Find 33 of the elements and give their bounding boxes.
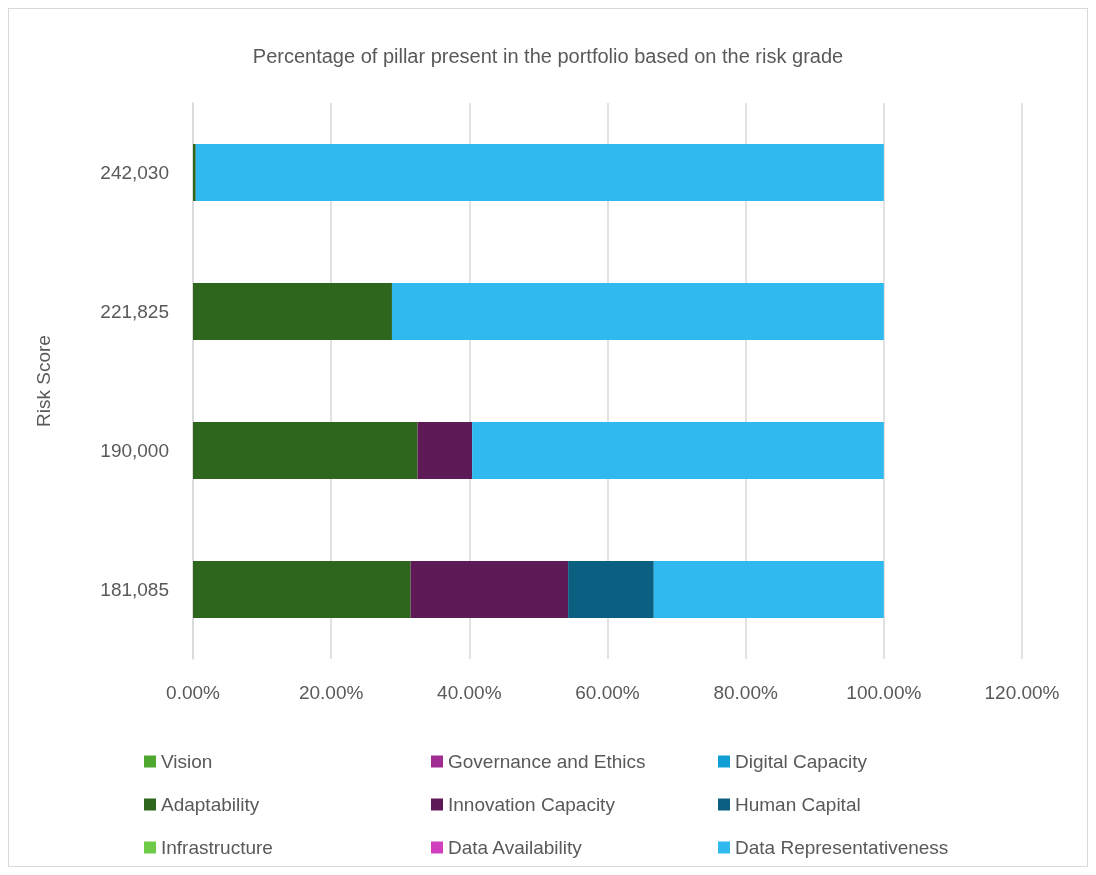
- bar: [391, 283, 884, 340]
- bar: [193, 422, 418, 479]
- legend-label: Infrastructure: [161, 837, 273, 858]
- bar: [417, 422, 473, 479]
- legend-label: Adaptability: [161, 794, 260, 815]
- legend-label: Data Availability: [448, 837, 583, 858]
- x-tick-label: 100.00%: [846, 682, 922, 703]
- bar: [472, 422, 884, 479]
- x-tick-label: 120.00%: [984, 682, 1060, 703]
- legend-label: Digital Capacity: [735, 751, 868, 772]
- legend-label: Human Capital: [735, 794, 861, 815]
- legend-label: Data Representativeness: [735, 837, 949, 858]
- bar: [193, 561, 411, 618]
- bar: [193, 283, 392, 340]
- x-tick-label: 80.00%: [713, 682, 778, 703]
- y-tick-label: 221,825: [100, 301, 169, 322]
- y-axis-title: Risk Score: [33, 335, 54, 427]
- x-tick-label: 0.00%: [166, 682, 221, 703]
- y-tick-label: 190,000: [100, 440, 169, 461]
- bar: [568, 561, 654, 618]
- legend-label: Vision: [161, 751, 213, 772]
- y-tick-label: 181,085: [100, 579, 169, 600]
- legend-label: Innovation Capacity: [448, 794, 616, 815]
- bar: [653, 561, 884, 618]
- x-tick-label: 60.00%: [575, 682, 640, 703]
- y-tick-label: 242,030: [100, 162, 169, 183]
- x-tick-label: 20.00%: [298, 682, 364, 703]
- x-tick-label: 40.00%: [437, 682, 502, 703]
- bar: [195, 144, 884, 201]
- bar: [193, 144, 196, 201]
- chart-title: Percentage of pillar present in the portfolio based on the risk grade: [252, 45, 844, 67]
- legend-label: Governance and Ethics: [448, 751, 646, 772]
- bar: [410, 561, 569, 618]
